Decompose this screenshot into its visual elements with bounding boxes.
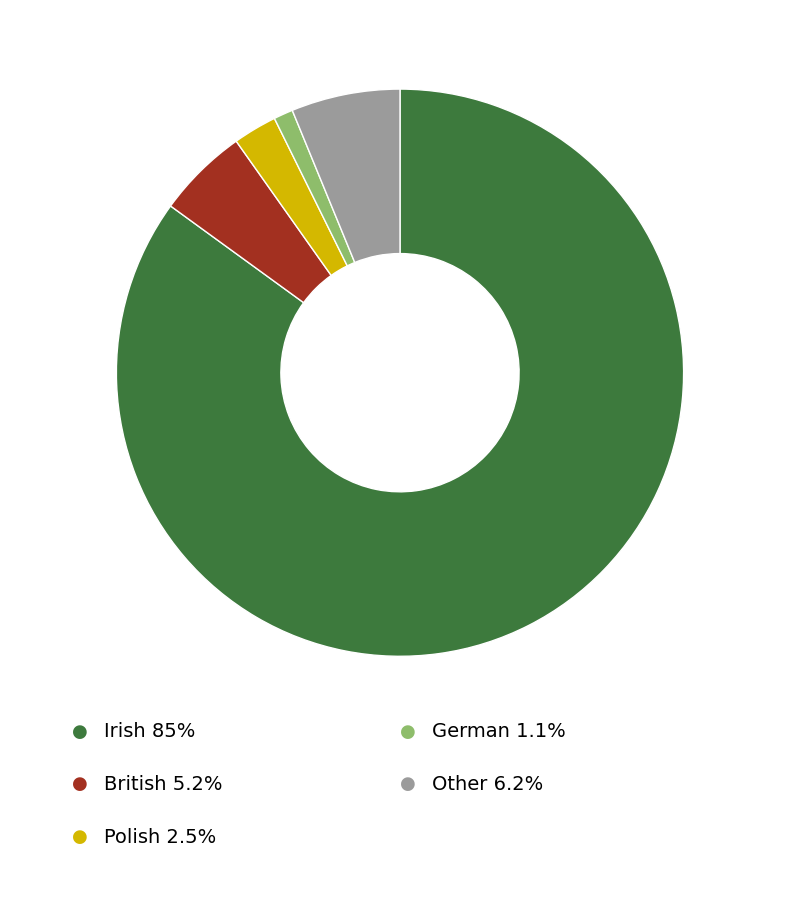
Wedge shape [274, 110, 354, 266]
Text: ●: ● [72, 723, 88, 741]
Text: German 1.1%: German 1.1% [432, 723, 566, 741]
Text: Irish 85%: Irish 85% [104, 723, 195, 741]
Text: ●: ● [400, 723, 416, 741]
Wedge shape [170, 141, 331, 303]
Wedge shape [116, 89, 684, 656]
Wedge shape [236, 118, 347, 275]
Text: ●: ● [72, 775, 88, 794]
Text: Other 6.2%: Other 6.2% [432, 775, 543, 794]
Text: British 5.2%: British 5.2% [104, 775, 222, 794]
Text: ●: ● [72, 828, 88, 846]
Wedge shape [292, 89, 400, 263]
Text: Polish 2.5%: Polish 2.5% [104, 828, 216, 846]
Text: ●: ● [400, 775, 416, 794]
